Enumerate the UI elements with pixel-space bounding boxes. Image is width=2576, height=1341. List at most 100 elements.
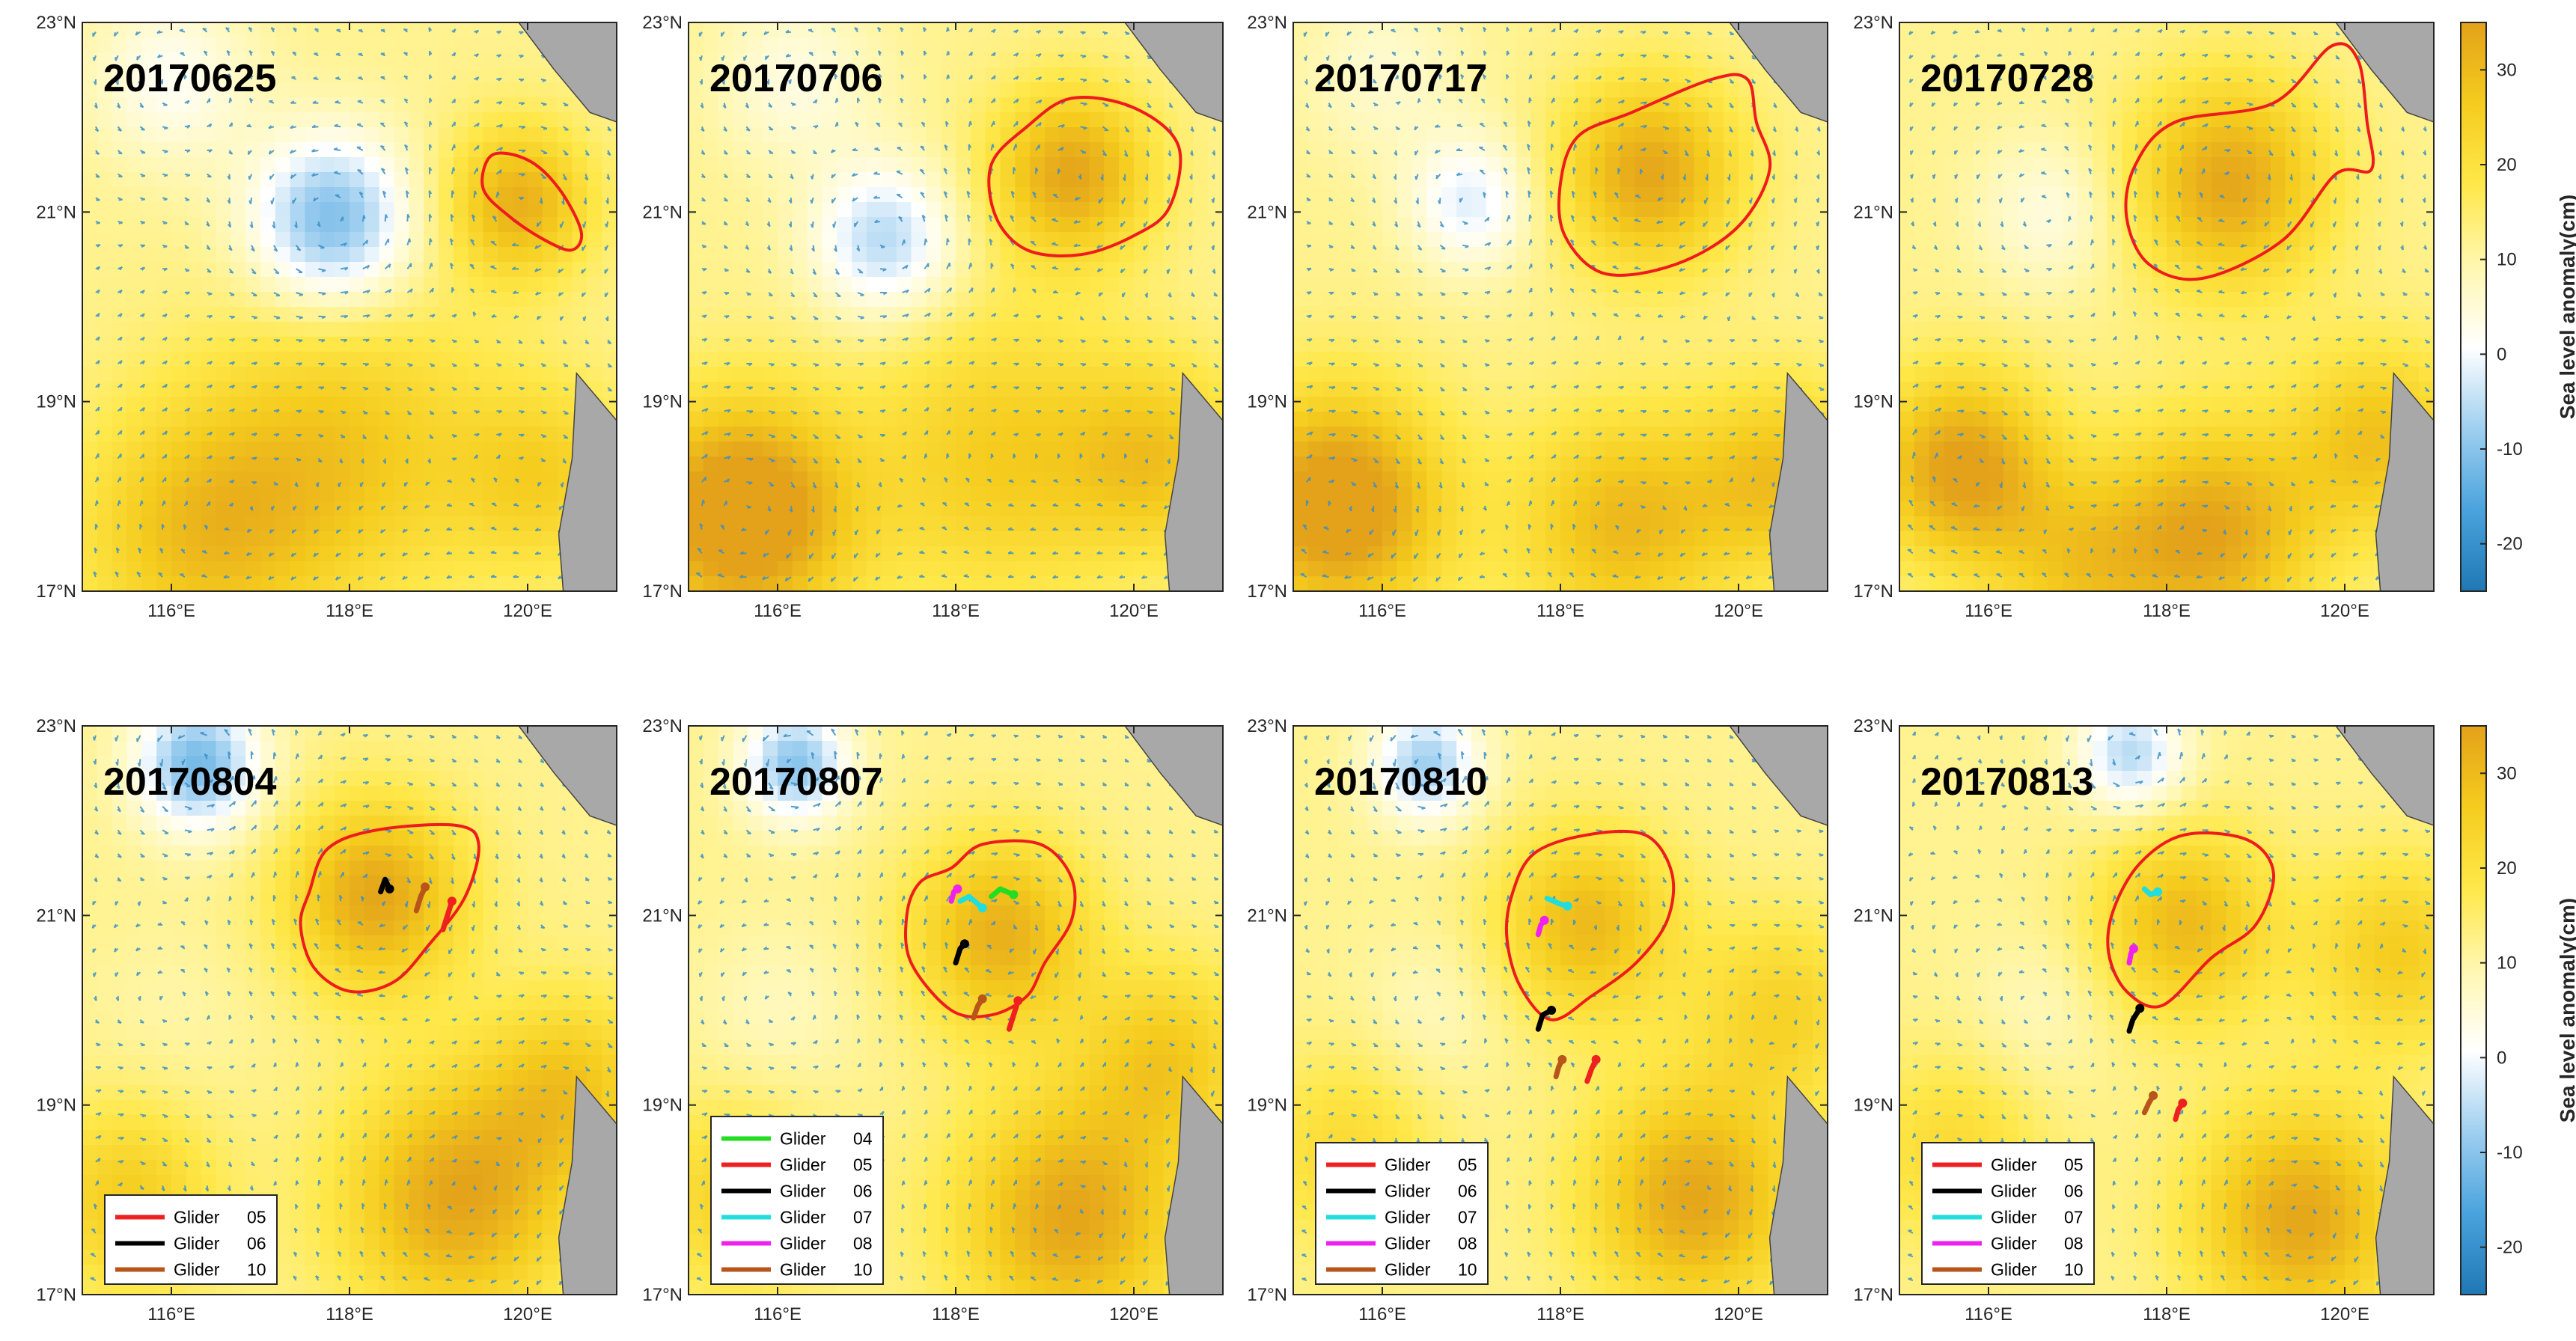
sla-cell [852,157,867,173]
sla-cell [793,262,808,278]
sla-cell [1060,456,1075,472]
sla-cell [587,172,602,188]
sla-cell [1208,202,1223,218]
sla-cell [82,412,97,427]
sla-cell [1030,397,1045,412]
sla-cell [837,172,852,188]
sla-cell [971,97,986,113]
sla-cell [275,561,290,577]
sla-cell [1134,367,1149,382]
velocity-arrow-head [809,52,813,53]
velocity-arrow-head [453,389,457,390]
sla-cell [897,322,912,337]
sla-cell [82,456,97,472]
sla-cell [733,471,748,487]
sla-cell [689,232,703,248]
sla-cell [882,22,897,38]
sla-cell [703,486,718,502]
sla-cell [216,471,231,487]
sla-cell [1030,142,1045,158]
sla-cell [778,367,793,382]
sla-cell [350,97,364,113]
sla-cell [364,292,379,308]
sla-cell [454,187,468,203]
sla-cell [956,97,971,113]
sla-cell [602,187,617,203]
sla-cell [1164,232,1179,248]
sla-cell [1119,471,1134,487]
sla-cell [127,37,142,53]
sla-cell [364,97,379,113]
sla-cell [1134,576,1149,592]
sla-cell [335,247,350,263]
sla-cell [1030,97,1045,113]
sla-cell [1060,22,1075,38]
velocity-arrow-head [583,224,584,228]
sla-cell [926,456,941,472]
sla-cell [290,277,305,293]
sla-cell [718,546,733,562]
sla-cell [245,127,260,143]
sla-cell [703,516,718,532]
sla-cell [926,576,941,592]
sla-cell [1119,322,1134,337]
sla-cell [305,337,320,352]
sla-cell [971,486,986,502]
sla-cell [1045,37,1060,53]
sla-cell [689,382,703,397]
sla-cell [1104,112,1119,128]
sla-cell [260,427,275,442]
sla-cell [424,247,439,263]
sla-cell [127,442,142,457]
sla-cell [1104,217,1119,233]
velocity-arrow-head [141,199,145,200]
sla-cell [882,247,897,263]
sla-cell [320,427,335,442]
sla-cell [926,157,941,173]
sla-cell [971,202,986,218]
sla-cell [1104,322,1119,337]
sla-cell [245,501,260,517]
sla-cell [1104,277,1119,293]
sla-cell [156,576,171,592]
sla-cell [216,337,231,352]
sla-cell [82,471,97,487]
sla-cell [468,97,483,113]
sla-cell [409,367,424,382]
sla-cell [216,202,231,218]
sla-cell [1045,52,1060,68]
sla-cell [290,382,305,397]
sla-cell [379,307,394,323]
sla-cell [201,352,216,367]
sla-cell [912,486,927,502]
y-tick-label: 17°N [36,581,76,602]
sla-cell [763,531,778,547]
velocity-arrow-head [342,412,346,413]
sla-cell [216,427,231,442]
sla-cell [231,546,245,562]
sla-cell [1030,456,1045,472]
sla-cell [290,97,305,113]
sla-cell [822,127,837,143]
sla-cell [733,112,748,128]
velocity-arrow-head [1171,390,1175,391]
sla-cell [1030,382,1045,397]
sla-cell [320,82,335,98]
sla-cell [275,412,290,427]
sla-cell [1045,172,1060,188]
sla-cell [703,22,718,38]
sla-cell [971,142,986,158]
velocity-arrow-head [586,129,590,130]
sla-cell [867,456,882,472]
sla-cell [971,412,986,427]
sla-cell [305,277,320,293]
sla-cell [1075,561,1090,577]
sla-cell [852,37,867,53]
sla-cell [260,382,275,397]
sla-cell [82,142,97,158]
sla-cell [275,187,290,203]
sla-cell [1090,322,1105,337]
sla-cell [1149,516,1164,532]
sla-cell [763,442,778,457]
sla-cell [171,576,186,592]
